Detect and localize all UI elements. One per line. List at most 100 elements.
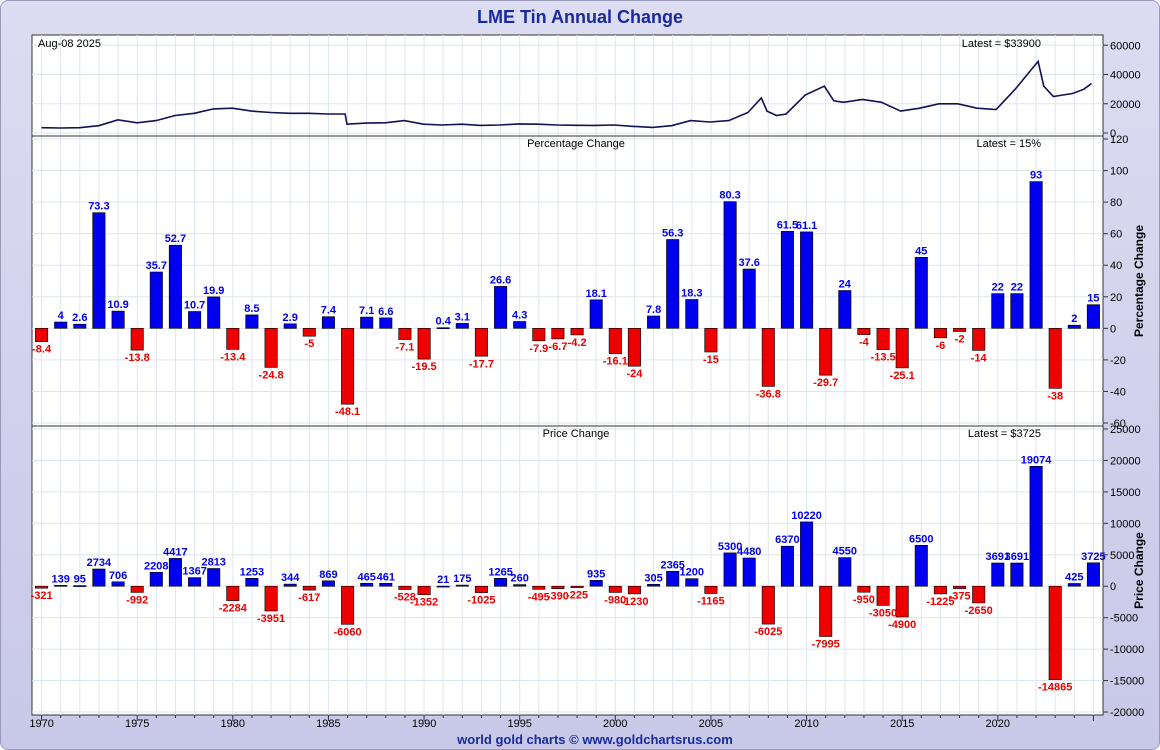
data-label: 7.8 — [646, 304, 661, 316]
data-bar — [321, 580, 335, 587]
data-label: 93 — [1030, 170, 1042, 182]
data-bar — [914, 544, 928, 587]
y-tick-label: 5000 — [1110, 550, 1134, 562]
data-bar — [494, 577, 508, 587]
data-bar — [130, 327, 144, 351]
data-bar — [666, 239, 680, 329]
footer-credit: world gold charts © www.goldchartsrus.co… — [457, 732, 733, 747]
data-bar — [188, 577, 202, 587]
data-label: 18.1 — [585, 288, 606, 300]
y-tick-label: 10000 — [1110, 518, 1141, 530]
data-bar — [149, 271, 163, 329]
data-label: 61.5 — [777, 219, 798, 231]
data-bar — [972, 585, 986, 604]
data-label: 7.4 — [321, 305, 337, 317]
data-bar — [742, 268, 756, 329]
data-bar — [780, 545, 794, 587]
latest-price-label: Latest = $33900 — [962, 38, 1041, 50]
y-tick-label: 25000 — [1110, 424, 1141, 436]
data-label: -950 — [853, 594, 875, 606]
data-label: -528 — [394, 592, 416, 604]
y-tick-label: 60 — [1110, 229, 1122, 241]
data-bar — [302, 327, 316, 337]
data-label: 2365 — [660, 559, 684, 571]
data-label: -25.1 — [890, 370, 915, 382]
data-label: 26.6 — [490, 274, 511, 286]
data-bar — [513, 584, 527, 587]
data-label: 4480 — [737, 546, 761, 558]
data-label: -3050 — [869, 607, 897, 619]
data-bar — [360, 316, 374, 329]
data-label: 305 — [644, 572, 662, 584]
x-tick-label: 2000 — [603, 718, 627, 730]
data-label: -375 — [949, 591, 971, 603]
data-label: 706 — [109, 570, 127, 582]
data-bar — [933, 327, 947, 339]
data-bar — [532, 585, 546, 590]
data-label: 73.3 — [88, 201, 109, 213]
y-tick-label: 0 — [1110, 581, 1116, 593]
y-tick-label: -20000 — [1110, 707, 1144, 719]
data-bar — [1067, 324, 1081, 329]
data-label: 2.6 — [72, 312, 87, 324]
data-label: 4550 — [833, 546, 857, 558]
data-bar — [245, 314, 259, 329]
data-label: 10.9 — [107, 299, 128, 311]
data-bar — [1086, 304, 1100, 329]
data-label: -992 — [126, 595, 148, 607]
y-tick-label: 120 — [1110, 134, 1128, 146]
data-label: -4900 — [888, 619, 916, 631]
data-bar — [341, 585, 355, 625]
data-label: 461 — [377, 571, 395, 583]
y-tick-label: -5000 — [1110, 613, 1138, 625]
data-bar — [761, 327, 775, 387]
data-bar — [436, 585, 450, 588]
data-bar — [608, 327, 622, 354]
data-label: 19.9 — [203, 285, 224, 297]
data-bar — [532, 327, 546, 342]
data-bar — [302, 585, 316, 591]
data-bar — [417, 585, 431, 596]
data-label: 5300 — [718, 541, 742, 553]
data-bar — [704, 327, 718, 353]
data-bar — [360, 582, 374, 587]
data-bar — [838, 557, 852, 587]
data-bar — [264, 327, 278, 368]
data-label: -1165 — [697, 596, 725, 608]
data-label: -7995 — [812, 639, 840, 651]
data-bar — [551, 585, 565, 590]
data-bar — [283, 323, 297, 329]
data-label: 465 — [358, 571, 376, 583]
data-label: 22 — [1011, 282, 1023, 294]
data-bar — [723, 552, 737, 587]
x-tick-label: 2010 — [794, 718, 818, 730]
data-label: 4 — [58, 310, 65, 322]
data-label: -13.4 — [220, 352, 246, 364]
y-tick-label: 0 — [1110, 323, 1116, 335]
data-bar — [494, 286, 508, 329]
data-bar — [188, 311, 202, 329]
data-label: -19.5 — [412, 361, 437, 373]
data-label: 175 — [453, 573, 471, 585]
data-bar — [895, 585, 909, 618]
data-bar — [92, 568, 106, 587]
y-tick-label: 20000 — [1110, 455, 1141, 467]
y-tick-label: -15000 — [1110, 676, 1144, 688]
data-label: 2813 — [201, 557, 225, 569]
data-bar — [666, 570, 680, 587]
data-label: -14865 — [1038, 682, 1072, 694]
data-bar — [551, 327, 565, 340]
data-label: 2734 — [87, 557, 112, 569]
data-label: 15 — [1087, 293, 1099, 305]
y-tick-label: -20 — [1110, 355, 1126, 367]
data-bar — [245, 577, 259, 587]
data-label: 139 — [52, 573, 70, 585]
y-tick-label: 60000 — [1110, 40, 1141, 52]
data-label: -2 — [955, 334, 965, 346]
data-label: 6.6 — [378, 306, 393, 318]
data-label: -2284 — [219, 603, 248, 615]
data-bar — [379, 582, 393, 587]
x-tick-label: 1990 — [412, 718, 436, 730]
data-label: -48.1 — [335, 406, 360, 418]
